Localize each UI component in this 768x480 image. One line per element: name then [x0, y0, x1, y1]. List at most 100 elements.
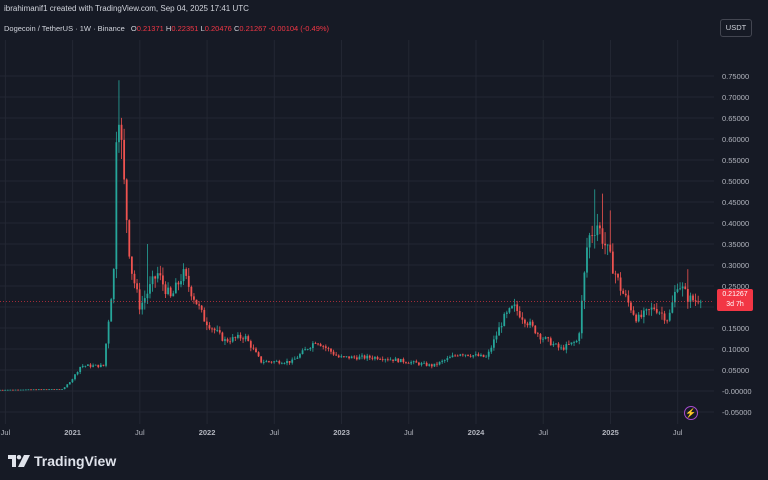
candle-body — [477, 354, 480, 357]
candle-body — [531, 321, 534, 326]
candle-body — [549, 338, 552, 346]
currency-button[interactable]: USDT — [720, 19, 752, 37]
candle-body — [500, 326, 503, 328]
candle — [529, 318, 531, 329]
candle-body — [154, 276, 157, 279]
candle — [35, 389, 38, 391]
candle — [309, 347, 312, 352]
candle-body — [138, 289, 141, 310]
candle-body — [324, 346, 327, 348]
candle-body — [689, 295, 692, 302]
candle — [149, 276, 151, 299]
candle — [430, 363, 433, 369]
symbol-name[interactable]: Dogecoin / TetherUS · 1W · Binance — [4, 24, 125, 33]
candle-body — [257, 352, 260, 357]
candle-body — [211, 328, 213, 330]
candle-body — [511, 306, 513, 309]
candle — [361, 353, 363, 360]
candle — [61, 388, 63, 390]
candle-body — [200, 305, 203, 310]
candle — [195, 299, 198, 305]
candle-body — [345, 356, 348, 358]
candle-body — [43, 389, 45, 391]
candle-body — [174, 282, 177, 294]
candle — [371, 355, 374, 361]
tradingview-logo[interactable]: TradingView — [8, 453, 116, 469]
candle — [583, 271, 586, 310]
y-tick-label: 0.70000 — [722, 93, 749, 102]
candle-body — [193, 296, 195, 300]
candle — [105, 343, 107, 368]
low-value: 0.20476 — [204, 24, 232, 33]
candle — [136, 279, 138, 293]
candle-body — [299, 354, 301, 358]
candle — [624, 289, 627, 298]
candle — [327, 346, 330, 352]
candle-body — [560, 347, 563, 349]
candle — [474, 351, 477, 357]
candle-body — [159, 273, 162, 276]
candle — [449, 355, 451, 359]
candle — [689, 292, 692, 309]
candle — [27, 389, 30, 391]
candle — [415, 359, 418, 363]
candle-body — [249, 341, 252, 348]
open-label: O — [130, 24, 137, 33]
candle-body — [74, 374, 76, 380]
flash-icon[interactable]: ⚡ — [684, 406, 698, 420]
candle — [249, 339, 252, 352]
candle-body — [601, 228, 604, 244]
candle-body — [485, 356, 488, 358]
candle — [218, 326, 221, 335]
candle-body — [190, 286, 193, 297]
candle-body — [668, 312, 671, 321]
candle — [355, 355, 358, 361]
candle — [513, 298, 516, 312]
y-tick-label: 0.25000 — [722, 282, 749, 291]
candle — [565, 341, 568, 354]
candle — [578, 331, 581, 345]
candle — [14, 389, 17, 391]
candle — [37, 389, 40, 391]
candle — [79, 366, 82, 375]
y-tick-label: 0.65000 — [722, 114, 749, 123]
candle-body — [229, 341, 232, 343]
y-tick-label: 0.10000 — [722, 345, 749, 354]
candle-body — [141, 302, 144, 310]
high-label: H — [165, 24, 172, 33]
candle — [193, 293, 195, 304]
candle — [570, 342, 573, 346]
candle — [394, 356, 397, 361]
candle-body — [505, 312, 508, 314]
candle-body — [529, 321, 531, 326]
candle — [255, 347, 257, 353]
x-tick-label: 2025 — [602, 428, 619, 437]
candle — [0, 389, 1, 391]
candle — [301, 348, 304, 355]
candle-body — [490, 347, 493, 352]
candle-body — [125, 179, 128, 221]
candle — [547, 336, 550, 342]
candle — [94, 364, 97, 366]
candle-body — [12, 389, 14, 391]
candle-body — [624, 293, 627, 296]
candle-body — [330, 348, 332, 352]
candle-body — [438, 361, 441, 365]
x-tick-label: 2022 — [199, 428, 216, 437]
candle-body — [534, 325, 537, 334]
candle-body — [236, 334, 239, 338]
change-value: -0.00104 (-0.49%) — [268, 24, 330, 33]
candle — [521, 312, 524, 324]
candle-body — [24, 389, 27, 391]
candle-body — [40, 389, 43, 391]
candle — [681, 282, 684, 297]
candle — [154, 275, 157, 288]
candle-body — [22, 389, 25, 391]
candle-body — [588, 235, 591, 248]
candle — [593, 189, 596, 249]
candle-body — [17, 389, 20, 391]
y-tick-label: 0.55000 — [722, 156, 749, 165]
x-tick-label: Jul — [538, 428, 548, 437]
candle — [208, 322, 211, 331]
price-chart[interactable]: 0.75000 0.70000 0.65000 0.60000 0.55000 0.500… — [0, 0, 768, 444]
